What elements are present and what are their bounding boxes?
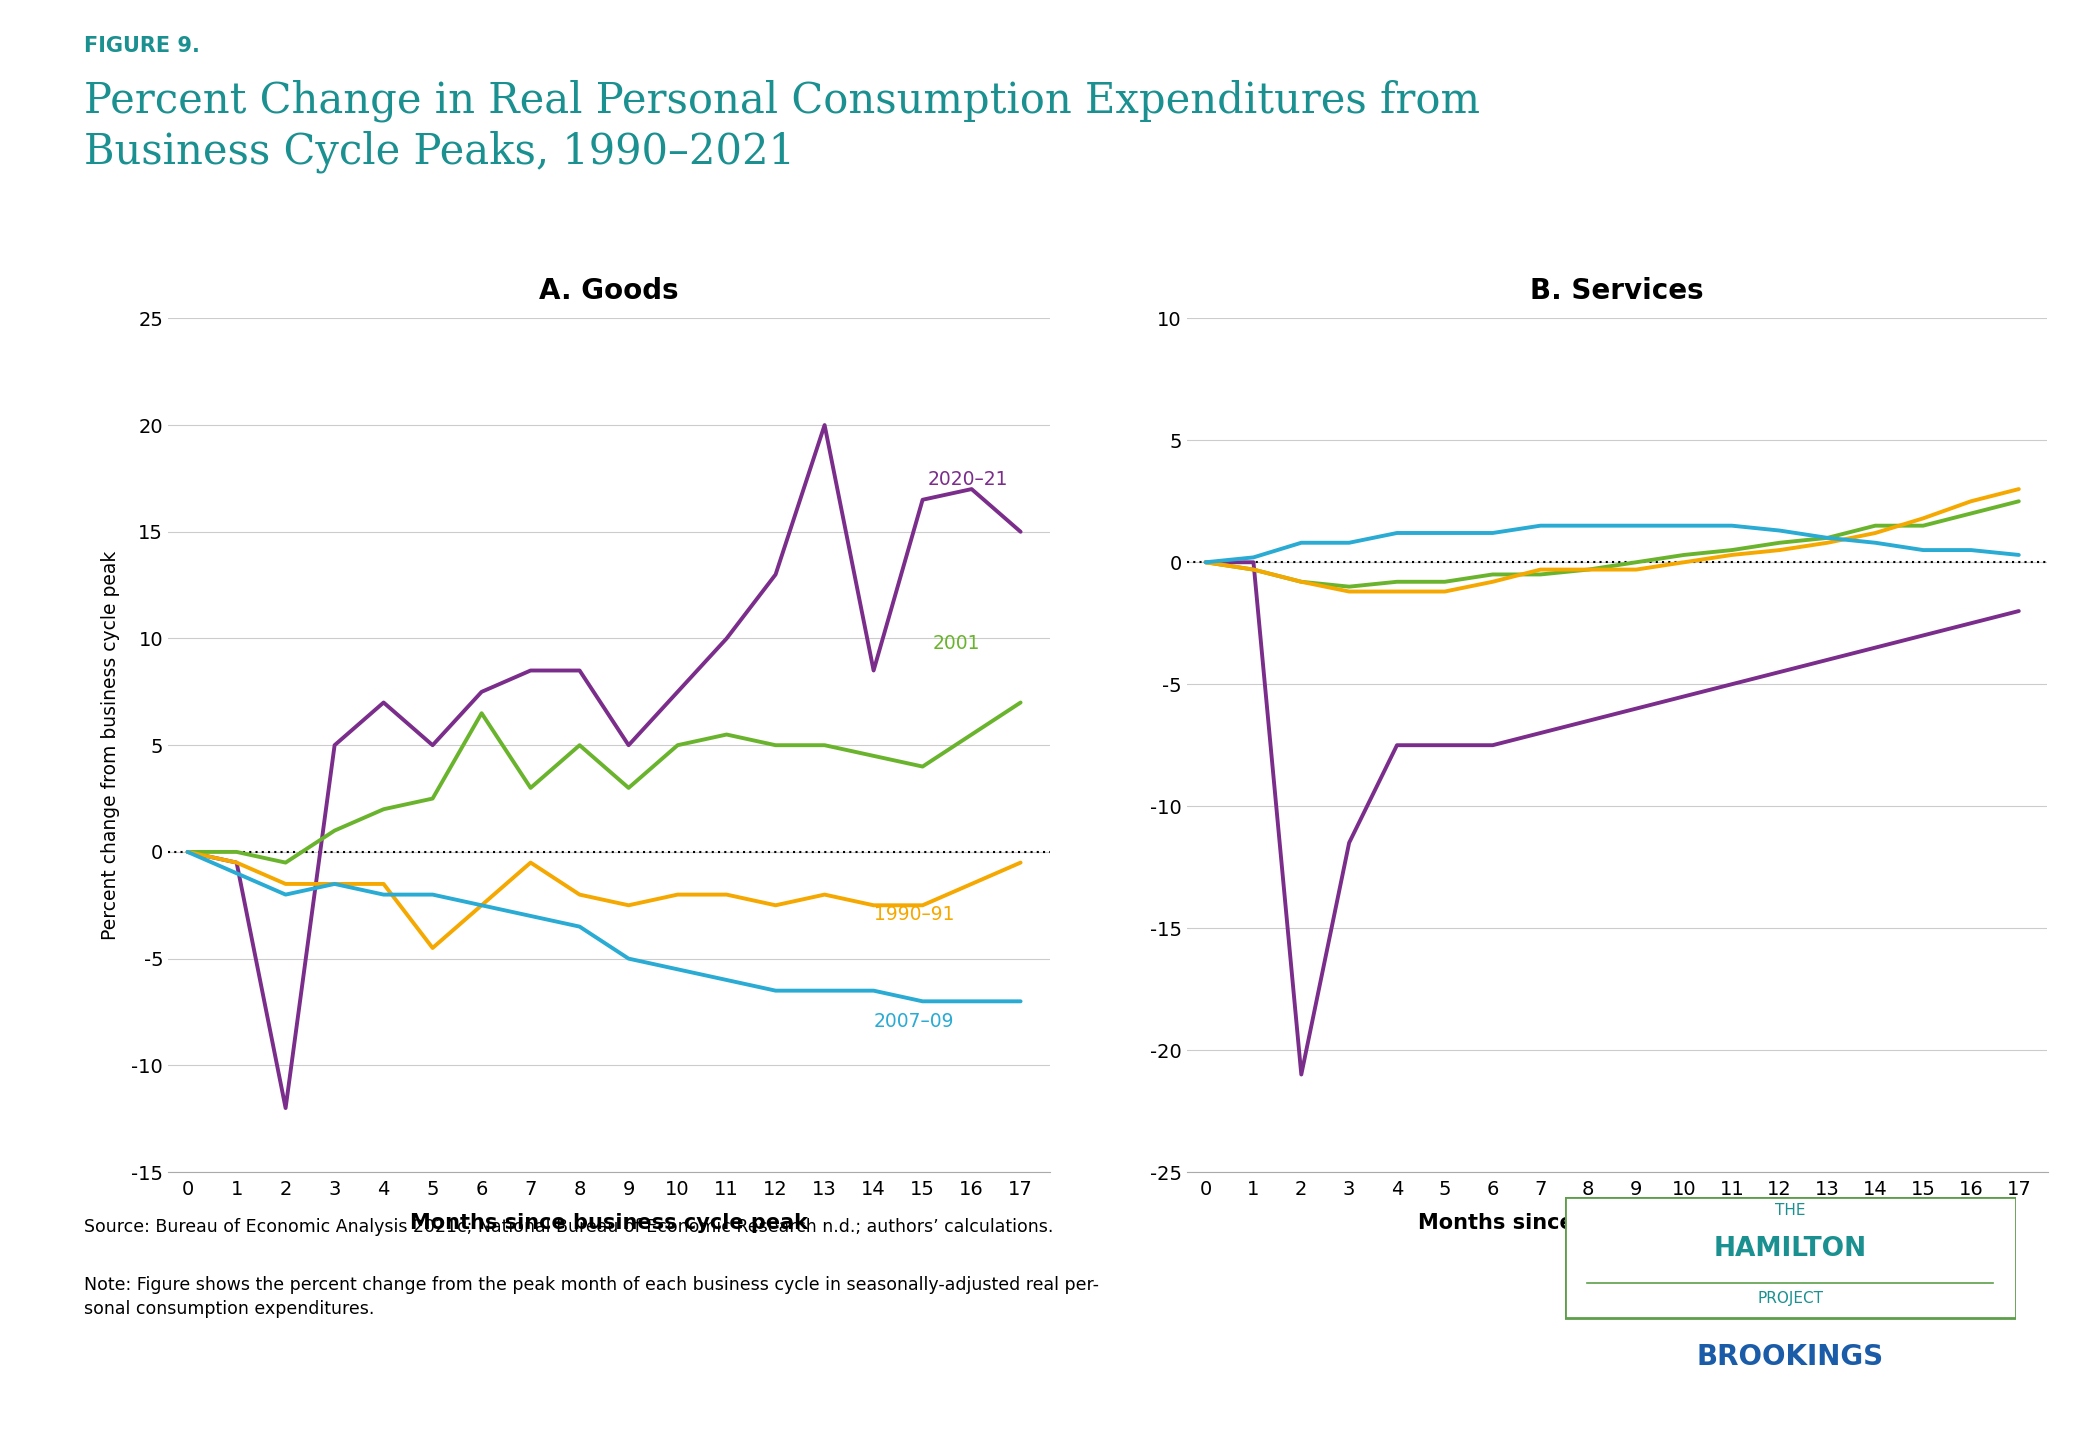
Text: THE: THE: [1774, 1202, 1806, 1218]
Text: 2007–09: 2007–09: [874, 1011, 953, 1030]
FancyBboxPatch shape: [1564, 1197, 2016, 1318]
Text: Percent Change in Real Personal Consumption Expenditures from
Business Cycle Pea: Percent Change in Real Personal Consumpt…: [84, 80, 1480, 172]
Text: Note: Figure shows the percent change from the peak month of each business cycle: Note: Figure shows the percent change fr…: [84, 1276, 1098, 1318]
Text: 2001: 2001: [932, 634, 981, 653]
X-axis label: Months since business cycle peak: Months since business cycle peak: [410, 1213, 808, 1233]
Y-axis label: Percent change from business cycle peak: Percent change from business cycle peak: [101, 550, 120, 941]
Text: Source: Bureau of Economic Analysis 2021c; National Bureau of Economic Research : Source: Bureau of Economic Analysis 2021…: [84, 1218, 1054, 1236]
Text: 1990–91: 1990–91: [874, 906, 953, 925]
Text: HAMILTON: HAMILTON: [1714, 1236, 1867, 1262]
X-axis label: Months since business cycle peak: Months since business cycle peak: [1418, 1213, 1816, 1233]
Text: BROOKINGS: BROOKINGS: [1697, 1343, 1884, 1370]
Text: FIGURE 9.: FIGURE 9.: [84, 36, 200, 56]
Title: B. Services: B. Services: [1531, 276, 1703, 305]
Text: PROJECT: PROJECT: [1758, 1291, 1823, 1305]
Text: 2020–21: 2020–21: [928, 470, 1008, 489]
Title: A. Goods: A. Goods: [540, 276, 678, 305]
